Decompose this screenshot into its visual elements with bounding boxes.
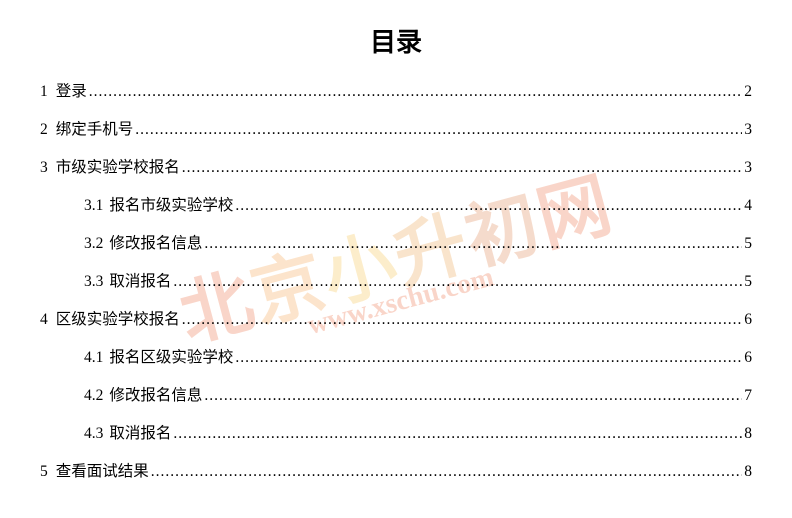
toc-entry-page: 3 <box>744 121 752 139</box>
toc-leader-dots: ........................................… <box>235 349 742 367</box>
toc-entry-label: 绑定手机号 <box>56 117 134 139</box>
toc-entry: 4 区级实验学校报名...............................… <box>40 307 752 329</box>
toc-entry-page: 6 <box>744 349 752 367</box>
toc-entry-page: 2 <box>744 83 752 101</box>
toc-entry-page: 8 <box>744 425 752 443</box>
toc-list: 1 登录.....................................… <box>40 79 752 481</box>
toc-entry-label: 登录 <box>56 79 87 101</box>
toc-entry-number: 3 <box>40 159 48 177</box>
toc-entry-label: 修改报名信息 <box>109 383 202 405</box>
toc-leader-dots: ........................................… <box>182 159 742 177</box>
toc-entry-page: 8 <box>744 463 752 481</box>
toc-leader-dots: ........................................… <box>151 463 742 481</box>
toc-entry-number: 4.2 <box>84 387 103 405</box>
toc-entry-page: 7 <box>744 387 752 405</box>
toc-entry: 3.1 报名市级实验学校.............................… <box>40 193 752 215</box>
toc-entry: 5 查看面试结果.................................… <box>40 459 752 481</box>
toc-entry: 3.2 修改报名信息...............................… <box>40 231 752 253</box>
document-body: 目录 1 登录..................................… <box>0 0 792 517</box>
toc-entry-page: 5 <box>744 235 752 253</box>
toc-leader-dots: ........................................… <box>235 197 742 215</box>
toc-entry: 4.3 取消报名.................................… <box>40 421 752 443</box>
toc-entry: 3.3 取消报名.................................… <box>40 269 752 291</box>
toc-entry-label: 区级实验学校报名 <box>56 307 180 329</box>
toc-entry: 4.2 修改报名信息...............................… <box>40 383 752 405</box>
toc-entry-page: 4 <box>744 197 752 215</box>
toc-entry: 4.1 报名区级实验学校.............................… <box>40 345 752 367</box>
toc-entry-label: 报名区级实验学校 <box>109 345 233 367</box>
toc-entry: 2 绑定手机号..................................… <box>40 117 752 139</box>
toc-entry-page: 5 <box>744 273 752 291</box>
toc-leader-dots: ........................................… <box>204 387 742 405</box>
toc-entry-number: 1 <box>40 83 48 101</box>
toc-entry-page: 3 <box>744 159 752 177</box>
toc-entry-label: 市级实验学校报名 <box>56 155 180 177</box>
toc-entry: 3 市级实验学校报名...............................… <box>40 155 752 177</box>
toc-entry-number: 4.1 <box>84 349 103 367</box>
toc-entry-number: 2 <box>40 121 48 139</box>
toc-entry-number: 4.3 <box>84 425 103 443</box>
toc-leader-dots: ........................................… <box>204 235 742 253</box>
toc-entry-label: 取消报名 <box>109 421 171 443</box>
toc-title: 目录 <box>40 22 752 59</box>
toc-entry-number: 4 <box>40 311 48 329</box>
toc-leader-dots: ........................................… <box>89 83 742 101</box>
toc-leader-dots: ........................................… <box>135 121 742 139</box>
toc-leader-dots: ........................................… <box>173 425 742 443</box>
toc-entry-number: 5 <box>40 463 48 481</box>
toc-entry-label: 取消报名 <box>109 269 171 291</box>
toc-entry-label: 修改报名信息 <box>109 231 202 253</box>
toc-entry-number: 3.2 <box>84 235 103 253</box>
toc-entry-label: 报名市级实验学校 <box>109 193 233 215</box>
toc-leader-dots: ........................................… <box>173 273 742 291</box>
toc-leader-dots: ........................................… <box>182 311 742 329</box>
toc-entry-page: 6 <box>744 311 752 329</box>
toc-entry-number: 3.3 <box>84 273 103 291</box>
toc-entry: 1 登录.....................................… <box>40 79 752 101</box>
toc-entry-label: 查看面试结果 <box>56 459 149 481</box>
toc-entry-number: 3.1 <box>84 197 103 215</box>
